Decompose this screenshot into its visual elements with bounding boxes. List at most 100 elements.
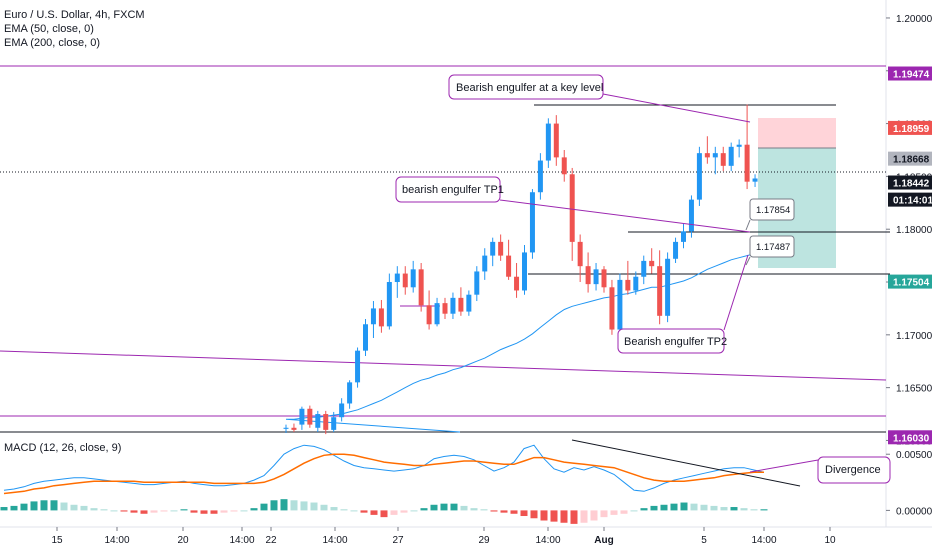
trend-line-purple [0,350,887,381]
price-badge [888,192,932,207]
time-tick-label: 14:00 [322,535,347,546]
macd-histogram-bar [660,504,668,511]
ema-50-legend[interactable]: EMA (50, close, 0) [4,23,94,35]
candle-body [569,174,575,242]
price-tick-label: 1.16500 [896,384,932,395]
candle-body [577,241,583,267]
candle-body [442,303,448,314]
macd-histogram-bar [400,510,408,513]
time-tick-label: 5 [701,535,707,546]
macd-histogram-bar [720,507,728,511]
candle-body [402,273,408,288]
candle-body [585,266,591,285]
candle-body [418,269,424,306]
candle-body [291,427,297,430]
macd-histogram-bar [150,510,158,513]
candle-body [386,282,392,327]
macd-histogram-bar [390,510,398,515]
macd-histogram-bar [620,510,628,514]
macd-histogram-bar [50,500,58,511]
price-badge-text: 1.19474 [893,70,930,81]
macd-histogram-bar [740,508,748,511]
macd-histogram-bar [600,510,608,518]
time-tick-label: 15 [51,535,63,546]
price-badge [888,66,932,81]
macd-histogram-bar [90,508,98,511]
macd-histogram-bar [380,510,388,518]
macd-histogram-bar [750,509,758,511]
macd-histogram-bar [700,504,708,511]
macd-histogram-bar [320,504,328,511]
macd-histogram-bar [70,504,78,511]
candle-body [394,273,400,283]
macd-histogram-bar [540,510,548,521]
candle-body [307,408,313,425]
macd-legend[interactable]: MACD (12, 26, close, 9) [4,442,122,454]
callout-box-tp1 [395,176,501,203]
macd-histogram-bar [510,510,518,514]
price-label-box-1 [749,198,795,221]
price-badge [888,175,932,190]
price-badge-text: 1.18442 [893,179,930,190]
candle-body [561,157,567,175]
macd-histogram-bar [110,510,118,512]
candle-body [410,269,416,288]
macd-histogram-bar [200,510,208,514]
macd-histogram-bar [240,510,248,512]
candle-body [704,153,710,158]
candle-body [712,153,718,158]
macd-histogram-bar [0,507,8,511]
candle-body [363,324,368,351]
macd-histogram-bar [410,510,418,512]
macd-histogram-bar [450,503,458,511]
stop-loss-zone [758,118,836,148]
candle-body [696,153,702,200]
macd-histogram-bar [180,509,188,511]
time-tick-label: 10 [824,535,836,546]
price-badge-text: 1.18959 [893,124,930,135]
macd-histogram-bar [590,510,598,521]
macd-histogram-bar [490,510,498,512]
candle-body [370,308,376,325]
time-tick-label: Aug [594,535,613,546]
callout-box-tp2 [617,328,725,354]
candle-body [641,260,647,277]
candle-body [752,178,758,182]
candle-body [553,123,559,158]
candle-body [482,255,488,272]
candle-body [474,271,480,295]
candle-body [736,144,742,147]
time-tick-label: 14:00 [229,535,254,546]
macd-histogram-bar [560,510,568,523]
callout-line-tp1 [499,199,751,233]
macd-histogram-bar [690,503,698,511]
time-tick-label: 29 [478,535,490,546]
macd-histogram-bar [710,505,718,511]
candle-body [633,276,639,291]
candle-body [657,266,663,316]
macd-histogram-bar [650,505,658,511]
candle-body [720,153,726,166]
ema-50-line [285,253,756,433]
callout-box-key-level [448,74,604,100]
price-label-text-1: 1.17854 [756,205,790,216]
macd-histogram-bar [640,508,648,511]
price-badge [888,151,932,166]
macd-histogram-bar [170,510,178,512]
macd-histogram-bar [300,501,308,511]
candle-body [514,276,520,291]
callout-text-divergence: Divergence [825,464,881,476]
macd-histogram-bar [550,510,558,522]
price-badge-text: 1.17504 [893,278,930,289]
macd-histogram-bar [40,500,48,511]
ema-200-legend[interactable]: EMA (200, close, 0) [4,37,100,49]
time-tick-label: 14:00 [535,535,560,546]
macd-histogram-bar [210,510,218,514]
macd-histogram-bar [670,503,678,511]
ema-50-group [285,253,756,433]
price-tick-label: 1.17000 [896,331,932,342]
symbol-title[interactable]: Euro / U.S. Dollar, 4h, FXCM [4,9,145,21]
candle-body [545,123,551,161]
